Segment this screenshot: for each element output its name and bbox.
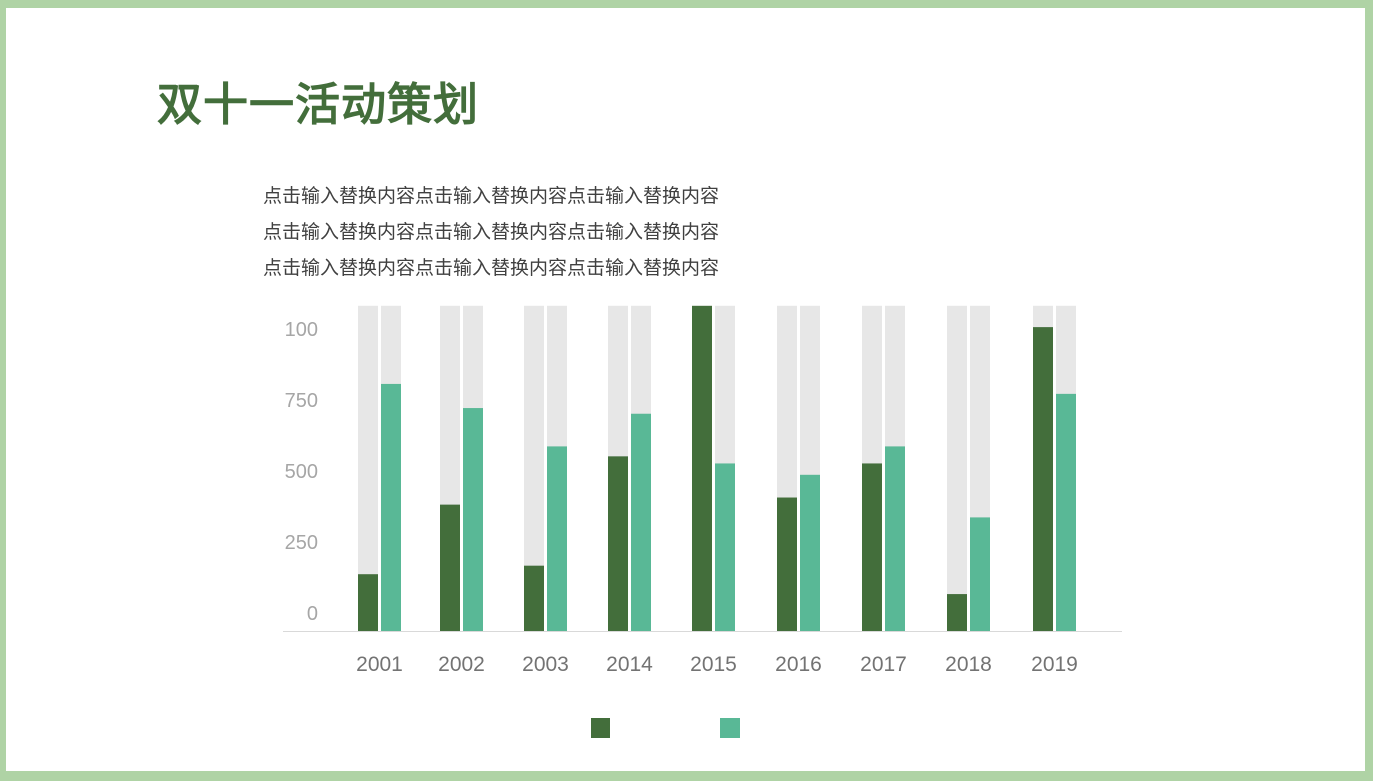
bar-2015-series2 (715, 463, 735, 631)
y-tick-label: 0 (307, 603, 318, 625)
bar-2002-series2 (463, 408, 483, 631)
bar-2001-series2 (381, 383, 401, 631)
page-title: 双十一活动策划 (157, 78, 480, 131)
description-line: 点击输入替换内容点击输入替换内容点击输入替换内容 (263, 185, 720, 207)
bar-2002-series1 (440, 504, 460, 631)
x-tick-label: 2017 (860, 653, 907, 676)
bar-2015-series1 (692, 305, 712, 631)
bar-2017-series2 (885, 446, 905, 631)
bar-2003-series1 (524, 565, 544, 631)
description-line: 点击输入替换内容点击输入替换内容点击输入替换内容 (263, 257, 720, 279)
bar-track (358, 305, 378, 631)
x-tick-label: 2003 (522, 653, 569, 676)
bar-2014-series1 (608, 456, 628, 631)
bar-track (524, 305, 544, 631)
bar-2016-series2 (800, 474, 820, 631)
bar-2001-series1 (358, 574, 378, 631)
bar-2019-series1 (1033, 327, 1053, 631)
description-line: 点击输入替换内容点击输入替换内容点击输入替换内容 (263, 221, 720, 243)
x-tick-label: 2015 (690, 653, 737, 676)
x-tick-label: 2016 (775, 653, 822, 676)
bar-2018-series2 (970, 517, 990, 631)
x-tick-label: 2002 (438, 653, 485, 676)
y-tick-label: 500 (285, 461, 318, 483)
legend-swatch-series1 (591, 718, 610, 738)
bar-2017-series1 (862, 463, 882, 631)
y-tick-label: 250 (285, 532, 318, 554)
x-tick-label: 2019 (1031, 653, 1078, 676)
legend-swatch-series2 (720, 718, 740, 738)
x-tick-label: 2014 (606, 653, 653, 676)
bar-2018-series1 (947, 594, 967, 631)
bar-2016-series1 (777, 497, 797, 631)
x-tick-label: 2001 (356, 653, 403, 676)
y-tick-label: 100 (285, 319, 318, 341)
y-tick-label: 750 (285, 390, 318, 412)
bar-2019-series2 (1056, 393, 1076, 631)
bar-2003-series2 (547, 446, 567, 631)
bar-2014-series2 (631, 413, 651, 631)
description-text: 点击输入替换内容点击输入替换内容点击输入替换内容 点击输入替换内容点击输入替换内… (263, 178, 719, 286)
bar-track (947, 305, 967, 631)
x-tick-label: 2018 (945, 653, 992, 676)
